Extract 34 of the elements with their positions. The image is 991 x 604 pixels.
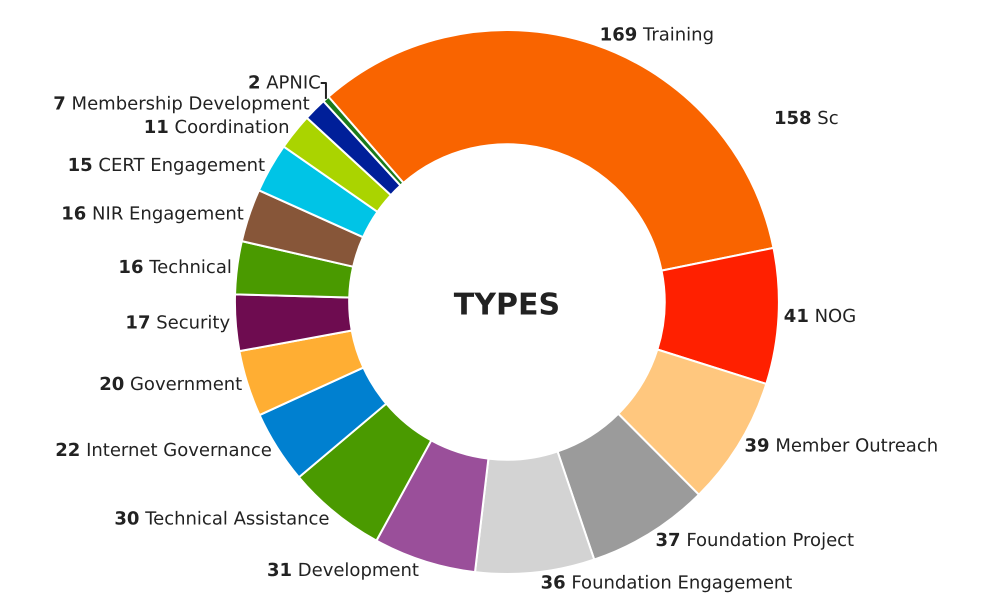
data-label: 37 xyxy=(656,530,681,552)
slice-label: Technical Assistance xyxy=(145,508,330,530)
slice-label: Internet Governance xyxy=(86,440,272,461)
data-label: 20 xyxy=(99,374,124,396)
slice-label: Training xyxy=(642,24,714,46)
data-label: 31 xyxy=(266,560,292,582)
data-label: 41 xyxy=(784,306,809,327)
slice-label: Membership Development xyxy=(72,94,310,115)
data-label: 16 xyxy=(61,204,86,225)
slice-label: Government xyxy=(130,374,242,396)
slice-label: Member Outreach xyxy=(775,436,938,457)
slice-label: APNIC xyxy=(266,72,321,94)
data-label: 16 xyxy=(118,256,144,278)
text: 158 Sc xyxy=(774,108,839,129)
slice-label: CERT Engagement xyxy=(98,154,266,176)
data-label: 22 xyxy=(55,440,80,461)
data-label: 11 xyxy=(144,117,169,138)
slice-label: NOG xyxy=(814,306,856,327)
slice-label: NIR Engagement xyxy=(92,204,244,225)
slice-label: Foundation Project xyxy=(686,530,854,552)
data-label: 2 xyxy=(248,72,260,94)
slice-label: Development xyxy=(298,560,419,582)
data-label: 15 xyxy=(68,154,93,176)
slice-label: Coordination xyxy=(174,117,290,138)
slice-label: Technical xyxy=(149,256,232,278)
data-label: 7 xyxy=(53,94,66,115)
data-label: 169 xyxy=(600,24,638,46)
data-label: 17 xyxy=(125,312,150,334)
slice-label: Foundation Engagement xyxy=(571,572,792,594)
slice-label: Security xyxy=(156,312,230,334)
data-label: 36 xyxy=(540,572,566,594)
text: TYPES xyxy=(454,288,560,322)
data-label: 30 xyxy=(114,508,140,530)
data-label: 39 xyxy=(744,436,770,457)
